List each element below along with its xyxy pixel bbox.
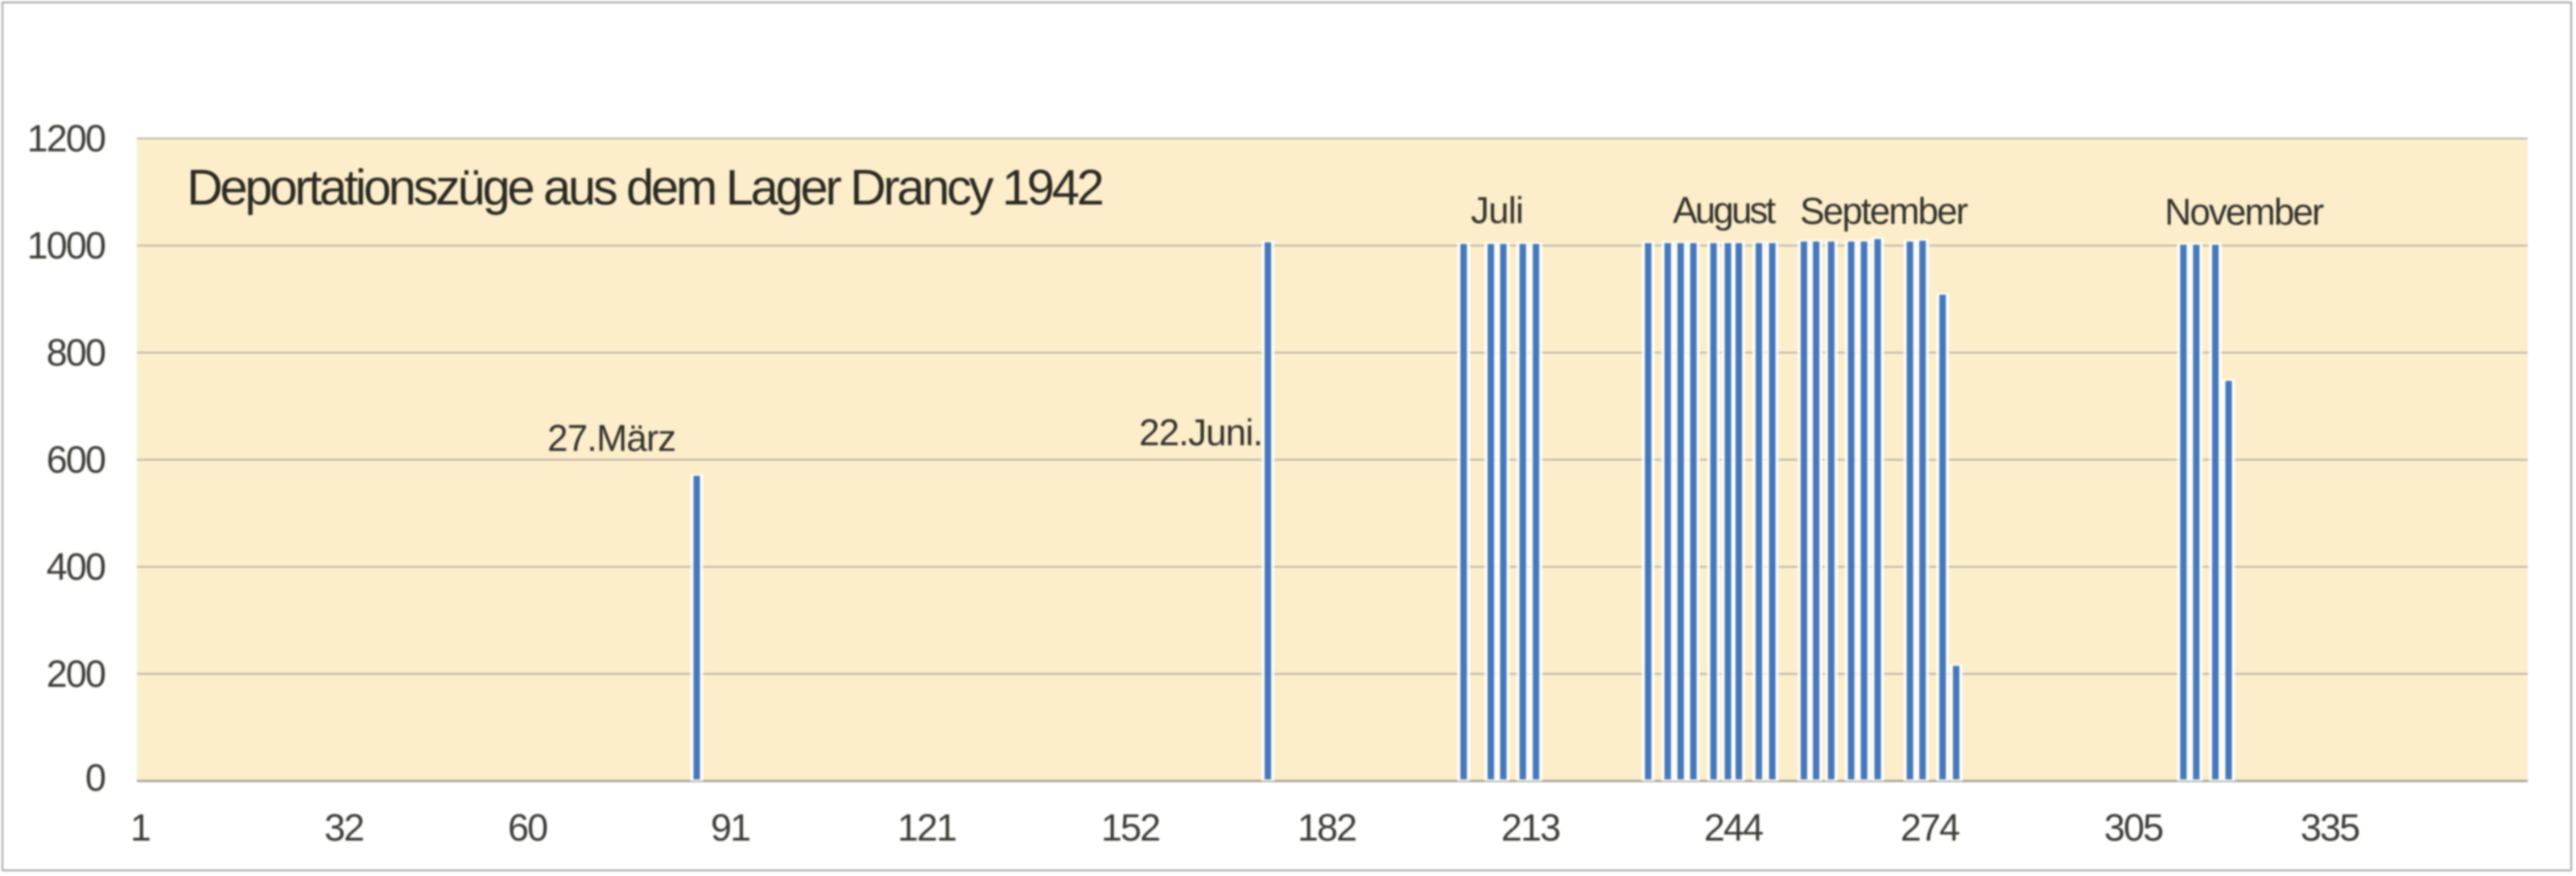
svg-text:27.März: 27.März [547,417,675,459]
svg-text:0: 0 [85,756,105,799]
svg-text:60: 60 [508,806,547,849]
svg-text:152: 152 [1101,806,1159,849]
svg-text:274: 274 [1901,806,1959,849]
svg-text:November: November [2165,191,2324,233]
svg-text:September: September [1800,190,1968,232]
svg-text:400: 400 [47,545,105,588]
svg-text:121: 121 [898,806,956,849]
svg-text:213: 213 [1501,806,1560,849]
svg-text:22.Juni.: 22.Juni. [1139,411,1262,453]
svg-text:600: 600 [47,438,105,481]
svg-text:August: August [1673,189,1776,231]
svg-text:1200: 1200 [27,117,105,159]
svg-text:335: 335 [2301,806,2359,849]
svg-text:244: 244 [1704,806,1763,849]
svg-text:1: 1 [130,806,150,849]
svg-text:Juli: Juli [1471,189,1523,231]
svg-text:32: 32 [324,806,363,849]
svg-text:200: 200 [47,652,105,695]
svg-text:182: 182 [1298,806,1356,849]
svg-text:1000: 1000 [27,224,105,267]
svg-text:305: 305 [2104,806,2163,849]
svg-text:91: 91 [711,806,749,849]
svg-text:Deportationszüge aus dem Lager: Deportationszüge aus dem Lager Drancy 19… [187,160,1103,216]
svg-text:800: 800 [47,331,105,374]
